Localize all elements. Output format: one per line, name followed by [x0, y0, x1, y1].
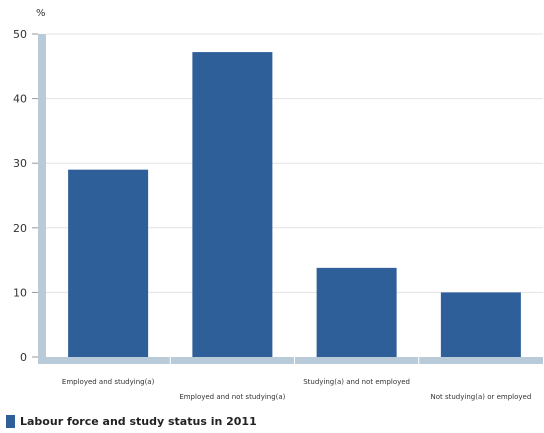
y-tick-label: 40: [13, 93, 27, 106]
legend: Labour force and study status in 2011: [6, 415, 257, 428]
bar: [316, 267, 397, 357]
bar: [440, 292, 521, 357]
category-label: Studying(a) and not employed: [303, 378, 410, 386]
bars: [68, 52, 521, 357]
y-tick-label: 30: [13, 157, 27, 170]
category-label: Not studying(a) or employed: [430, 393, 531, 401]
category-label: Employed and not studying(a): [179, 393, 285, 401]
legend-swatch: [6, 415, 15, 428]
y-tick-label: 0: [20, 351, 27, 364]
x-axis-bar: [38, 357, 543, 364]
bar: [68, 169, 149, 357]
y-tick-labels: 0 10 20 30 40 50: [13, 28, 27, 364]
category-labels: Employed and studying(a) Employed and not…: [62, 378, 531, 401]
y-tick-label: 10: [13, 286, 27, 299]
y-axis-unit: %: [36, 8, 46, 19]
x-axis-separators: [169, 357, 420, 364]
y-tick-label: 50: [13, 28, 27, 41]
y-axis-bar: [38, 34, 46, 364]
y-tick-label: 20: [13, 222, 27, 235]
category-label: Employed and studying(a): [62, 378, 155, 386]
bar: [192, 52, 273, 357]
legend-label: Labour force and study status in 2011: [20, 415, 257, 428]
